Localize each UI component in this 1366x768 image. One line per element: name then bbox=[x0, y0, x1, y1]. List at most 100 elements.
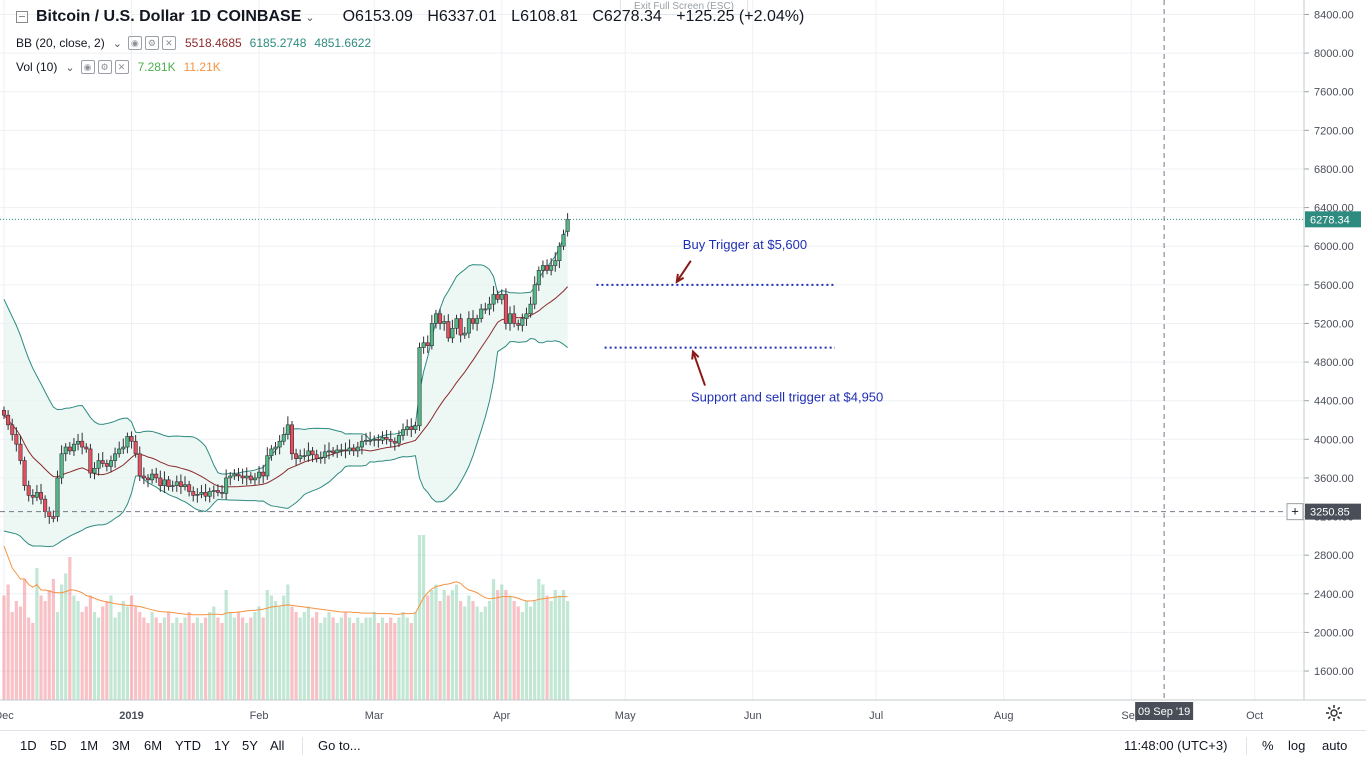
volume-bar bbox=[380, 617, 385, 700]
x-tick-label: Mar bbox=[365, 710, 384, 722]
bb-upper-value: 6185.2748 bbox=[249, 36, 307, 50]
collapse-icon[interactable] bbox=[16, 11, 28, 23]
volume-bar bbox=[496, 590, 500, 700]
candle-body bbox=[18, 443, 23, 461]
volume-bar bbox=[331, 617, 335, 700]
volume-bar bbox=[125, 606, 130, 700]
goto-button[interactable]: Go to... bbox=[318, 738, 361, 753]
candle-body bbox=[495, 294, 500, 300]
candle-body bbox=[125, 436, 130, 448]
candle-body bbox=[405, 426, 410, 430]
volume-bar bbox=[84, 606, 88, 700]
volume-bar bbox=[397, 617, 401, 700]
candle-body bbox=[536, 270, 541, 286]
candle-body bbox=[475, 318, 480, 324]
percent-toggle[interactable]: % bbox=[1262, 738, 1274, 753]
volume-bar bbox=[80, 612, 84, 700]
volume-bar bbox=[298, 617, 302, 700]
close-icon[interactable]: ✕ bbox=[161, 36, 176, 50]
settings-icon[interactable]: ⚙ bbox=[97, 60, 112, 74]
eye-icon[interactable]: ◉ bbox=[80, 60, 95, 74]
vol-label[interactable]: Vol (10) bbox=[16, 60, 58, 74]
chevron-down-icon[interactable]: ⌄ bbox=[65, 61, 75, 74]
tf-3m[interactable]: 3M bbox=[112, 738, 131, 753]
tf-all[interactable]: All bbox=[270, 738, 285, 753]
high-value: H6337.01 bbox=[427, 8, 497, 25]
candle-body bbox=[220, 492, 225, 494]
tf-5y[interactable]: 5Y bbox=[242, 738, 258, 753]
chevron-down-icon[interactable]: ⌄ bbox=[112, 37, 122, 50]
volume-bar bbox=[273, 601, 278, 700]
volume-bar bbox=[138, 612, 142, 700]
candle-body bbox=[162, 479, 167, 486]
volume-bar bbox=[10, 612, 14, 700]
candle-body bbox=[240, 475, 245, 479]
settings-gear-icon[interactable] bbox=[1325, 704, 1343, 722]
candle-body bbox=[339, 449, 344, 452]
candle-body bbox=[450, 327, 455, 339]
chevron-down-icon[interactable]: ⌄ bbox=[305, 11, 315, 24]
x-tick-label: 2019 bbox=[119, 710, 143, 722]
volume-bar bbox=[22, 579, 27, 700]
candle-body bbox=[203, 492, 208, 497]
bb-label[interactable]: BB (20, close, 2) bbox=[16, 36, 105, 50]
y-tick-label: 5600.00 bbox=[1314, 280, 1354, 292]
volume-bar bbox=[162, 617, 167, 700]
volume-bar bbox=[290, 606, 294, 700]
volume-bar bbox=[528, 606, 533, 700]
candle-body bbox=[113, 453, 118, 461]
y-tick-label: 4800.00 bbox=[1314, 357, 1354, 369]
volume-ma-line bbox=[3, 545, 568, 616]
x-tick-label: Apr bbox=[493, 710, 510, 722]
candle-body bbox=[174, 481, 179, 486]
candle-body bbox=[257, 471, 262, 479]
candle-body bbox=[549, 265, 554, 271]
volume-bar bbox=[261, 617, 265, 700]
symbol-name[interactable]: Bitcoin / U.S. Dollar bbox=[36, 8, 185, 25]
auto-toggle[interactable]: auto bbox=[1322, 738, 1348, 753]
annotations: Buy Trigger at $5,600 Support and sell tr… bbox=[0, 0, 1304, 700]
volume-bar bbox=[364, 617, 368, 700]
candle-body bbox=[396, 435, 401, 444]
candle-body bbox=[88, 448, 93, 474]
volume-legend: Vol (10) ⌄ ◉ ⚙ ✕ 7.281K 11.21K bbox=[16, 60, 221, 74]
annotation-arrow bbox=[675, 260, 692, 283]
volume-bar bbox=[537, 579, 541, 700]
y-tick-label: 2000.00 bbox=[1314, 627, 1354, 639]
candle-body bbox=[67, 446, 72, 452]
tf-ytd[interactable]: YTD bbox=[175, 738, 201, 753]
candle-body bbox=[154, 473, 159, 479]
tf-1m[interactable]: 1M bbox=[80, 738, 99, 753]
settings-icon[interactable]: ⚙ bbox=[144, 36, 159, 50]
candle-body bbox=[22, 460, 27, 486]
log-toggle[interactable]: log bbox=[1288, 738, 1306, 753]
exit-fullscreen-hint[interactable]: Exit Full Screen (ESC) bbox=[620, 0, 748, 15]
bb-legend: BB (20, close, 2) ⌄ ◉ ⚙ ✕ 5518.4685 6185… bbox=[16, 36, 371, 50]
close-icon[interactable]: ✕ bbox=[114, 60, 129, 74]
clock-display[interactable]: 11:48:00 (UTC+3) bbox=[1124, 738, 1228, 753]
tf-6m[interactable]: 6M bbox=[144, 738, 163, 753]
volume-bar bbox=[212, 606, 216, 700]
y-tick-label: 4400.00 bbox=[1314, 396, 1354, 408]
eye-icon[interactable]: ◉ bbox=[127, 36, 142, 50]
candle-body bbox=[520, 318, 525, 326]
volume-bar bbox=[55, 612, 60, 700]
candle-body bbox=[84, 446, 89, 450]
symbol-header: Bitcoin / U.S. Dollar 1D COINBASE ⌄ O615… bbox=[16, 8, 814, 26]
volume-bar bbox=[158, 623, 162, 700]
tf-5d[interactable]: 5D bbox=[50, 738, 67, 753]
tf-1y[interactable]: 1Y bbox=[214, 738, 230, 753]
volume-bar bbox=[232, 617, 236, 700]
volume-bar bbox=[183, 617, 187, 700]
volume-bar bbox=[286, 584, 290, 700]
volume-bar bbox=[434, 584, 438, 700]
exchange-label[interactable]: COINBASE bbox=[216, 8, 302, 25]
candle-body bbox=[508, 313, 513, 324]
interval-label[interactable]: 1D bbox=[190, 8, 211, 25]
tf-1d[interactable]: 1D bbox=[20, 738, 37, 753]
low-value: L6108.81 bbox=[511, 8, 578, 25]
volume-value: 7.281K bbox=[137, 60, 176, 74]
candle-body bbox=[104, 463, 109, 467]
volume-bar bbox=[216, 617, 220, 700]
